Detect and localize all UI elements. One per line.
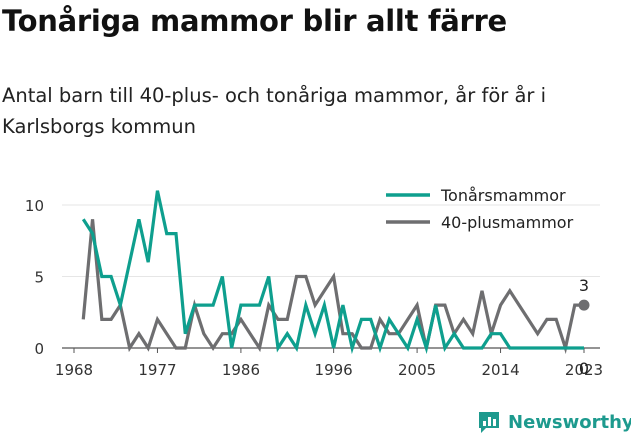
y-axis-ticks: 0 5 10 bbox=[25, 197, 44, 358]
y-tick-label: 0 bbox=[34, 340, 44, 358]
x-tick-label: 1977 bbox=[138, 361, 176, 379]
x-tick-label: 1986 bbox=[222, 361, 260, 379]
chart-subtitle: Antal barn till 40-plus- och tonåriga ma… bbox=[2, 84, 547, 138]
chart-title: Tonåriga mammor blir allt färre bbox=[2, 4, 507, 38]
y-tick-label: 5 bbox=[34, 269, 44, 287]
x-tick-label: 2023 bbox=[565, 361, 603, 379]
x-tick-label: 1996 bbox=[315, 361, 353, 379]
brand-name: Newsworthy bbox=[508, 411, 631, 433]
legend-label: Tonårsmammor bbox=[440, 186, 566, 205]
end-point-40-plusmammor bbox=[578, 299, 590, 311]
x-axis-ticks: 1968 1977 1986 1996 2005 2014 2023 bbox=[55, 348, 603, 379]
newsworthy-brand[interactable]: Newsworthy bbox=[476, 408, 631, 436]
x-tick-label: 2005 bbox=[398, 361, 436, 379]
x-tick-label: 1968 bbox=[55, 361, 93, 379]
legend-label: 40-plusmammor bbox=[441, 213, 574, 232]
x-tick-label: 2014 bbox=[481, 361, 519, 379]
series-line-40-plusmammor bbox=[81, 219, 584, 355]
end-labels: 30 bbox=[578, 276, 590, 378]
legend[interactable]: Tonårsmammor 40-plusmammor bbox=[386, 186, 574, 232]
end-label-lower: 0 bbox=[579, 359, 589, 378]
series-line-tonarsmammor bbox=[81, 190, 584, 355]
y-tick-label: 10 bbox=[25, 197, 44, 215]
series-lines bbox=[81, 190, 584, 355]
end-label-upper: 3 bbox=[579, 276, 589, 295]
newsworthy-logo-icon bbox=[479, 412, 499, 433]
